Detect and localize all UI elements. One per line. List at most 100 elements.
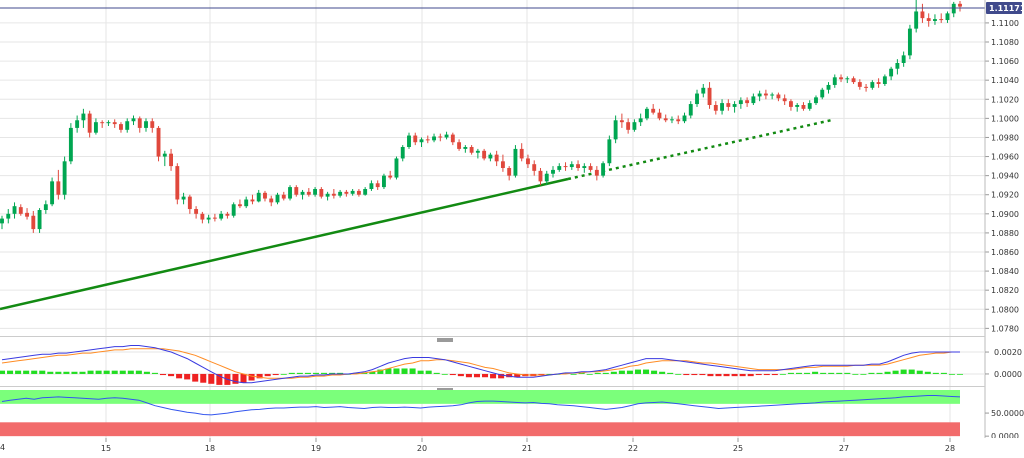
macd-histogram-bar [465,373,472,378]
candle-body [845,78,850,80]
candle-body [425,139,430,141]
macd-histogram-bar [779,373,786,375]
candle-body [695,93,699,105]
pane-resize-handle-1[interactable] [437,338,453,342]
macd-histogram-bar [771,373,778,376]
candle-body [763,93,768,96]
candle-body [200,213,205,220]
macd-histogram-bar [248,373,255,381]
y-tick-label: 1.1060 [991,57,1019,66]
macd-histogram-bar [7,370,14,374]
candle-body [162,153,167,157]
macd-histogram-bar [723,373,730,377]
macd-histogram-bar [691,373,698,376]
macd-histogram-bar [0,370,6,374]
x-tick-label: 22 [628,444,638,453]
candle-body [945,13,950,21]
macd-histogram-bar [457,373,464,377]
candle-body [876,82,881,84]
rsi-axis: 50.0000 0.0000 [985,409,1024,441]
candle-body [18,207,23,214]
macd-histogram-bar [433,372,440,374]
macd-histogram-bar [473,373,480,378]
candle-body [832,77,837,85]
macd-histogram-bar [87,370,94,374]
candle-body [826,84,831,90]
candle-body [12,206,17,214]
macd-histogram-bar [868,372,875,374]
candle-body [920,11,925,19]
candle-body [663,118,668,121]
candle-body [131,118,136,122]
candle-body [951,3,956,14]
macd-histogram-bar [739,373,746,377]
rsi-overbought-band [0,390,960,404]
candle-body [958,3,962,7]
candle-body [582,166,587,168]
candle-body [181,196,186,200]
candle-body [394,158,399,178]
candle-body [807,103,812,109]
candle-body [532,164,537,171]
macd-histogram-bar [200,373,207,383]
candle-body [519,148,524,159]
candle-body [745,100,750,104]
candle-body [407,135,411,147]
candle-body [738,100,743,105]
macd-histogram-bar [618,370,625,374]
macd-histogram-bar [490,373,497,379]
candle-body [93,122,98,133]
candle-body [707,87,712,105]
candle-body [288,187,292,199]
candle-body [500,161,505,168]
candle-body [25,212,29,217]
candle-body [369,183,374,189]
macd-histogram-bar [836,372,843,374]
macd-y-tick-label: 0.0020 [994,348,1022,357]
macd-histogram-bar [369,371,376,374]
candle-body [231,204,236,216]
candle-body [507,168,512,176]
macd-histogram-bar [288,372,295,374]
candle-body [644,108,649,119]
macd-histogram-bar [731,373,738,377]
candle-body [275,194,280,203]
candle-body [31,215,36,230]
y-tick-label: 1.0980 [991,133,1019,142]
macd-histogram-bar [578,372,585,374]
macd-histogram-bar [95,370,102,374]
macd-histogram-bar [586,373,593,375]
candle-body [62,161,67,195]
macd-histogram-bar [852,373,859,375]
macd-histogram-bar [643,369,650,374]
macd-histogram-bar [280,373,287,375]
macd-histogram-bar [393,368,400,374]
candle-body [388,175,393,178]
candle-body [782,98,787,102]
candle-body [175,166,180,200]
candle-body [682,115,687,122]
x-tick-label: 18 [205,444,215,453]
macd-histogram-bar [296,372,303,374]
macd-histogram-bar [63,371,70,374]
macd-histogram-bar [498,373,505,379]
candle-body [626,122,631,130]
candlestick-series [0,0,962,233]
y-tick-label: 1.0900 [991,210,1019,219]
candle-body [776,94,781,99]
y-tick-label: 1.1020 [991,95,1019,104]
candle-body [569,164,574,168]
candle-body [651,108,656,113]
macd-histogram-bar [482,373,489,378]
macd-histogram-bar [626,370,633,374]
macd-histogram-bar [707,373,714,377]
candle-body [907,28,912,56]
macd-histogram-bar [546,373,553,375]
candle-body [187,196,192,210]
macd-histogram-bar [304,372,311,374]
trendline [0,118,833,311]
y-tick-label: 1.1040 [991,76,1019,85]
trendline-dotted [567,118,833,181]
macd-histogram-bar [675,373,682,375]
